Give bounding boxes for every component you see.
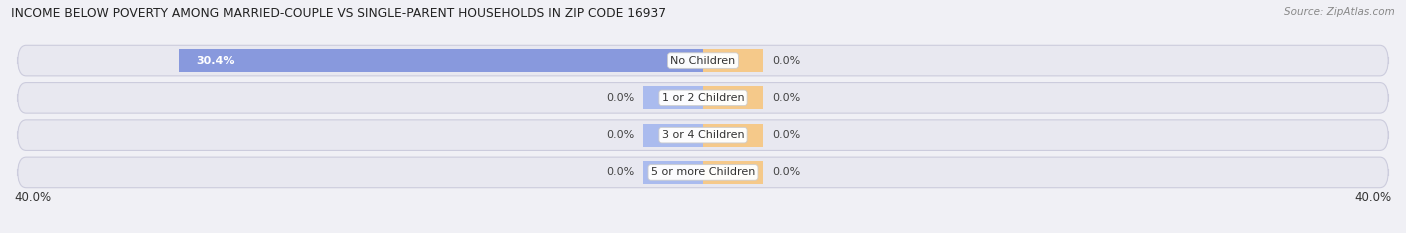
Text: 0.0%: 0.0%	[772, 56, 800, 65]
Text: 0.0%: 0.0%	[606, 168, 634, 177]
FancyBboxPatch shape	[17, 45, 1389, 76]
FancyBboxPatch shape	[17, 82, 1389, 113]
Text: INCOME BELOW POVERTY AMONG MARRIED-COUPLE VS SINGLE-PARENT HOUSEHOLDS IN ZIP COD: INCOME BELOW POVERTY AMONG MARRIED-COUPL…	[11, 7, 666, 20]
Bar	[703, 123, 763, 147]
Text: 0.0%: 0.0%	[772, 168, 800, 177]
Text: 5 or more Children: 5 or more Children	[651, 168, 755, 177]
Text: 30.4%: 30.4%	[197, 56, 235, 65]
FancyBboxPatch shape	[17, 120, 1389, 151]
Text: 0.0%: 0.0%	[772, 130, 800, 140]
Text: 40.0%: 40.0%	[1355, 191, 1392, 204]
Text: 3 or 4 Children: 3 or 4 Children	[662, 130, 744, 140]
Text: 0.0%: 0.0%	[606, 130, 634, 140]
Text: 1 or 2 Children: 1 or 2 Children	[662, 93, 744, 103]
Text: 40.0%: 40.0%	[14, 191, 51, 204]
Bar	[643, 161, 703, 184]
Bar	[643, 123, 703, 147]
Bar	[703, 86, 763, 110]
Text: 0.0%: 0.0%	[772, 93, 800, 103]
Bar	[180, 49, 703, 72]
Bar	[643, 86, 703, 110]
FancyBboxPatch shape	[17, 157, 1389, 188]
Text: 0.0%: 0.0%	[606, 93, 634, 103]
Text: No Children: No Children	[671, 56, 735, 65]
Bar	[703, 49, 763, 72]
Bar	[703, 161, 763, 184]
Text: Source: ZipAtlas.com: Source: ZipAtlas.com	[1284, 7, 1395, 17]
